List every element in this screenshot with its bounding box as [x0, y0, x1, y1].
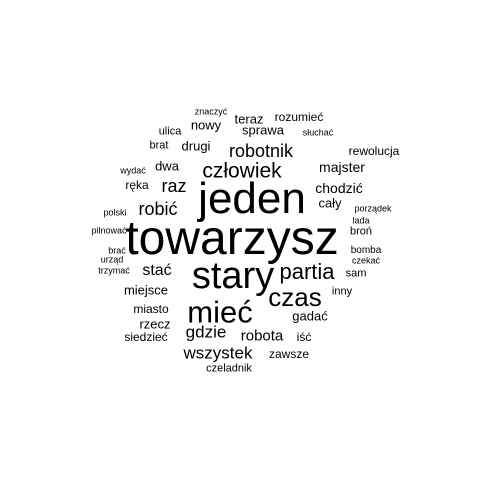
word: drugi	[181, 138, 211, 154]
word: raz	[161, 176, 187, 196]
word: czas	[268, 282, 322, 312]
word: gdzie	[185, 322, 227, 342]
word: pilnować	[91, 225, 127, 236]
word: broń	[349, 225, 373, 238]
word: sam	[345, 267, 367, 280]
word: robotnik	[228, 141, 294, 161]
word: siedzieć	[124, 330, 168, 344]
word: czeladnik	[206, 362, 252, 375]
word: urząd	[100, 254, 124, 265]
word: inny	[331, 285, 353, 298]
word: wydać	[120, 165, 146, 176]
word: iść	[296, 330, 312, 344]
word: wszystek	[183, 343, 253, 363]
word: człowiek	[202, 159, 282, 183]
word: towarzysz	[125, 212, 339, 265]
word: lada	[352, 215, 370, 226]
word: majster	[319, 159, 365, 175]
word: bomba	[350, 245, 382, 256]
word: brać	[108, 245, 126, 256]
word: cały	[318, 195, 342, 211]
word: robić	[138, 199, 178, 219]
word: teraz	[234, 111, 264, 127]
word: chodzić	[315, 180, 363, 196]
word: rewolucja	[348, 144, 400, 158]
word: porządek	[354, 203, 392, 214]
word: czekać	[351, 255, 381, 266]
word: rozumieć	[274, 110, 324, 124]
word: ulica	[158, 125, 182, 138]
word: robota	[240, 327, 284, 345]
word: rzecz	[139, 316, 171, 332]
word: trzymać	[98, 265, 130, 276]
word: zawsze	[268, 347, 310, 361]
word: gadać	[292, 308, 328, 324]
word: ręka	[125, 178, 149, 192]
word: jeden	[198, 174, 306, 223]
word: słuchać	[302, 127, 334, 138]
word: znaczyć	[194, 106, 228, 117]
word: partia	[279, 259, 335, 284]
word: stary	[191, 255, 275, 297]
word: polski	[103, 207, 127, 218]
word: miasto	[133, 302, 169, 316]
word: dwa	[155, 158, 179, 174]
word: miejsce	[123, 282, 169, 298]
word: sprawa	[242, 122, 284, 138]
word: mieć	[187, 294, 253, 330]
word: stać	[142, 262, 172, 279]
word: nowy	[190, 117, 222, 133]
word: brat	[149, 139, 169, 152]
